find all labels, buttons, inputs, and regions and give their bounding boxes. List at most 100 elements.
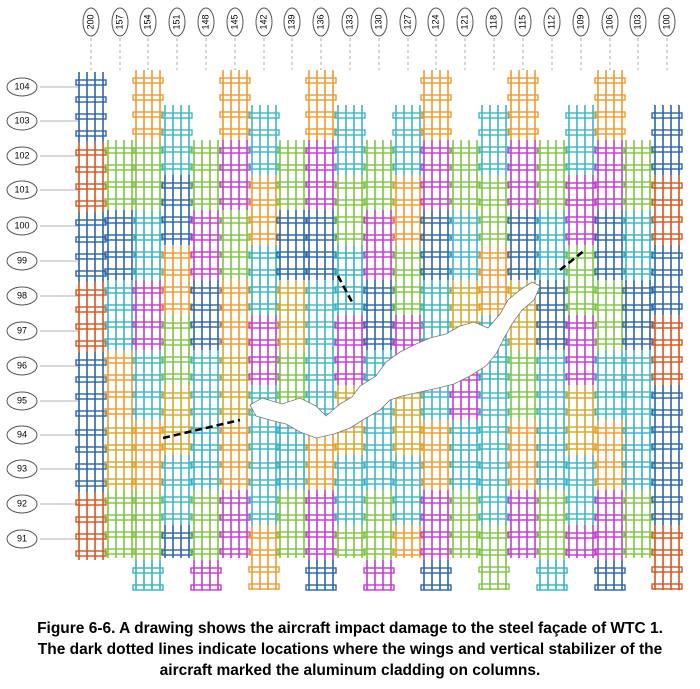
caption-line-2: The dark dotted lines indicate locations… [37,641,663,658]
column-label-136: 136 [312,7,330,37]
column-label-130: 130 [370,7,388,37]
floor-label-91: 91 [6,529,38,549]
figure-caption: Figure 6-6. A drawing shows the aircraft… [10,618,690,681]
column-label-100: 100 [658,7,676,37]
column-panel-106 [594,70,626,591]
svg-text:91: 91 [17,533,27,543]
column-label-115: 115 [514,7,532,37]
floor-label-95: 95 [6,391,38,411]
svg-text:101: 101 [14,184,29,194]
svg-text:130: 130 [373,14,383,29]
column-panel-109 [565,105,597,558]
svg-text:118: 118 [488,15,498,29]
column-label-151: 151 [168,7,186,37]
facade-damage-drawing: 200 157 154 151 148 145 142 139 136 133 130 127 124 1… [6,7,683,591]
svg-text:94: 94 [17,429,27,439]
column-label-145: 145 [226,7,244,37]
svg-text:142: 142 [258,14,268,29]
column-label-124: 124 [427,7,445,37]
impact-hole [249,281,541,439]
column-label-200: 200 [82,7,100,37]
svg-text:106: 106 [604,14,614,29]
svg-text:98: 98 [17,290,27,300]
floor-label-99: 99 [6,251,38,271]
column-panel-145 [219,70,251,558]
svg-text:95: 95 [17,395,27,405]
svg-text:124: 124 [430,14,440,29]
caption-line-3: aircraft marked the aluminum cladding on… [159,662,541,679]
column-labels: 200 157 154 151 148 145 142 139 136 133 130 127 124 1… [82,7,676,37]
column-label-127: 127 [399,7,417,37]
column-label-139: 139 [283,7,301,37]
svg-text:157: 157 [114,14,124,29]
floor-label-94: 94 [6,425,38,445]
svg-text:96: 96 [17,360,27,370]
floor-guide-lines [40,86,78,540]
svg-text:139: 139 [286,14,296,29]
svg-text:112: 112 [546,15,556,29]
floor-label-104: 104 [6,77,38,97]
floor-labels: 104 103 102 101 100 99 98 97 96 95 94 93 92 91 [6,77,38,549]
svg-text:121: 121 [459,14,469,29]
floor-label-92: 92 [6,494,38,514]
svg-text:145: 145 [229,14,239,29]
column-guide-lines [90,38,668,70]
column-panel-133 [334,105,366,558]
column-panel-151 [161,105,193,558]
floor-label-93: 93 [6,459,38,479]
column-label-106: 106 [601,7,619,37]
column-panel-139 [276,140,308,558]
floor-label-97: 97 [6,321,38,341]
svg-text:100: 100 [661,14,671,29]
column-panel-136 [305,70,337,591]
floor-label-101: 101 [6,180,38,200]
floor-label-96: 96 [6,356,38,376]
wing-mark-right [559,248,586,272]
column-panel-124 [420,70,452,591]
column-panel-148 [190,140,222,591]
column-label-103: 103 [629,7,647,37]
svg-text:102: 102 [14,150,29,160]
column-label-112: 112 [543,7,561,37]
svg-text:151: 151 [171,14,181,29]
svg-text:103: 103 [632,14,642,29]
svg-text:99: 99 [17,255,27,265]
column-panel-127 [392,105,424,558]
svg-text:127: 127 [402,14,412,29]
svg-text:103: 103 [14,115,29,125]
svg-text:109: 109 [575,14,585,29]
floor-label-98: 98 [6,286,38,306]
column-label-121: 121 [456,7,474,37]
svg-text:200: 200 [85,14,95,29]
svg-text:92: 92 [17,498,27,508]
column-panel-100 [651,105,683,590]
svg-text:97: 97 [17,325,27,335]
column-panels [75,70,683,591]
svg-text:93: 93 [17,463,27,473]
column-label-157: 157 [111,7,129,37]
column-label-148: 148 [197,7,215,37]
svg-text:148: 148 [200,14,210,29]
column-panel-112 [536,140,568,591]
stabilizer-mark [336,275,354,303]
wing-mark-left [162,418,241,440]
column-panel-142 [248,105,280,590]
column-panel-200 [75,72,107,560]
floor-label-103: 103 [6,111,38,131]
column-label-142: 142 [255,7,273,37]
column-panel-154 [132,70,164,591]
svg-text:154: 154 [142,14,152,29]
floor-label-100: 100 [6,216,38,236]
column-label-133: 133 [341,7,359,37]
svg-text:100: 100 [14,220,29,230]
column-panel-157 [104,140,136,558]
column-label-118: 118 [485,7,503,37]
caption-line-1: Figure 6-6. A drawing shows the aircraft… [37,620,663,637]
column-label-154: 154 [139,7,157,37]
floor-label-102: 102 [6,146,38,166]
column-panel-103 [622,140,654,558]
svg-text:115: 115 [517,15,527,29]
impact-marks [162,248,586,440]
column-label-109: 109 [572,7,590,37]
svg-text:136: 136 [315,14,325,29]
